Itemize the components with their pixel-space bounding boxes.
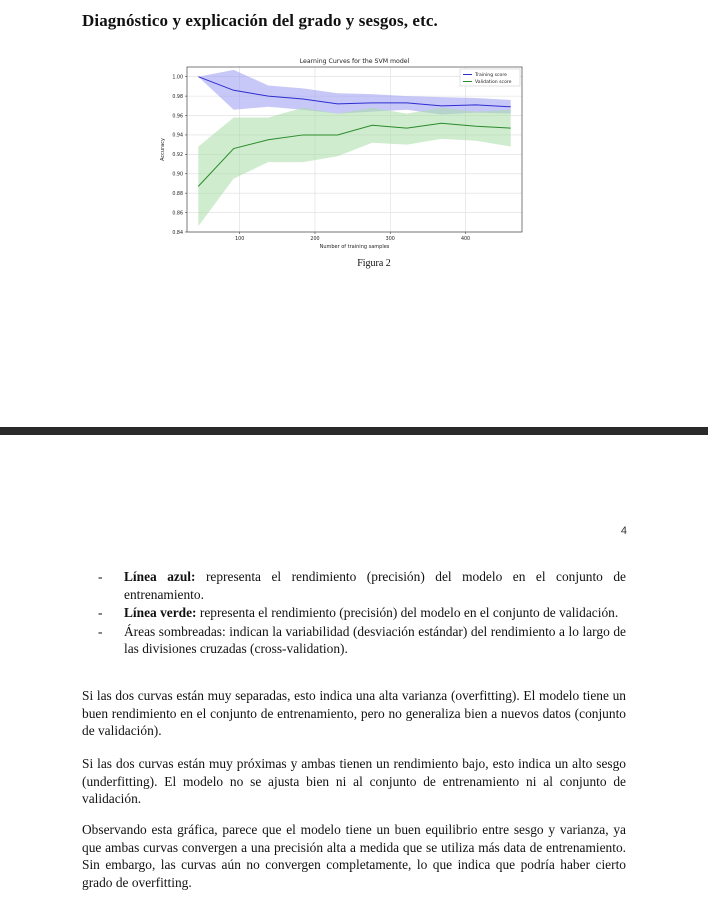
list-item: - Línea verde: representa el rendimiento… — [98, 604, 626, 622]
y-tick-label: 0.84 — [172, 230, 183, 236]
y-tick-label: 0.86 — [172, 210, 183, 216]
list-item: - Línea azul: representa el rendimiento … — [98, 568, 626, 603]
x-tick-label: 300 — [386, 236, 395, 242]
chart-title: Learning Curves for the SVM model — [300, 58, 410, 65]
y-tick-label: 0.98 — [172, 94, 183, 100]
series-band-1 — [198, 107, 511, 227]
bullet-description: representa el rendimiento (precisión) de… — [196, 605, 619, 620]
legend-label-0: Training score — [474, 72, 507, 78]
bullet-dash: - — [98, 569, 103, 584]
document-page-bottom: 4 - Línea azul: representa el rendimient… — [0, 435, 708, 901]
y-tick-label: 1.00 — [172, 75, 183, 81]
section-heading: Diagnóstico y explicación del grado y se… — [82, 11, 438, 30]
paragraph-conclusion: Observando esta gráfica, parece que el m… — [82, 822, 626, 890]
y-tick-label: 0.88 — [172, 191, 183, 197]
y-tick-label: 0.92 — [172, 152, 183, 158]
paragraph-underfitting: Si las dos curvas están muy próximas y a… — [82, 756, 626, 806]
legend-label-1: Validation score — [475, 79, 512, 85]
x-tick-label: 200 — [310, 236, 319, 242]
bullet-text: Línea verde: representa el rendimiento (… — [124, 604, 626, 622]
series-line-1 — [197, 122, 511, 187]
legend-box — [459, 68, 521, 87]
y-tick-label: 0.96 — [172, 113, 183, 119]
bullet-text: Áreas sombreadas: indican la variabilida… — [124, 623, 626, 658]
bullet-term: Línea azul: — [124, 569, 196, 584]
y-tick-label: 0.90 — [172, 172, 183, 178]
x-tick-label: 100 — [235, 236, 244, 242]
y-axis-label: Accuracy — [160, 138, 166, 161]
series-line-0 — [198, 76, 511, 108]
paragraph-overfitting: Si las dos curvas están muy separadas, e… — [82, 688, 626, 738]
list-item: - Áreas sombreadas: indican la variabili… — [98, 623, 626, 658]
series-band-0 — [198, 69, 511, 115]
y-tick-label: 0.94 — [172, 133, 183, 139]
bullet-term: Línea verde: — [124, 605, 197, 620]
bullet-description: representa el rendimiento (precisión) de… — [124, 569, 626, 602]
bullet-dash: - — [98, 605, 103, 620]
learning-curve-figure: Learning Curves for the SVM model 0.84 0.8… — [152, 55, 524, 250]
bullet-list: - Línea azul: representa el rendimiento … — [98, 568, 626, 659]
bullet-dash: - — [98, 623, 103, 639]
document-page-top: Diagnóstico y explicación del grado y se… — [0, 0, 708, 427]
bullet-text: Línea azul: representa el rendimiento (p… — [124, 568, 626, 603]
learning-curve-chart: Learning Curves for the SVM model 0.84 0.8… — [160, 58, 523, 250]
page-separator — [0, 427, 708, 435]
figure-caption: Figura 2 — [357, 258, 391, 269]
page-number: 4 — [620, 525, 627, 537]
bullet-description: Áreas sombreadas: indican la variabilida… — [124, 623, 626, 657]
x-tick-label: 400 — [461, 236, 470, 242]
x-axis-label: Number of training samples — [320, 244, 390, 250]
plot-frame — [186, 66, 523, 233]
